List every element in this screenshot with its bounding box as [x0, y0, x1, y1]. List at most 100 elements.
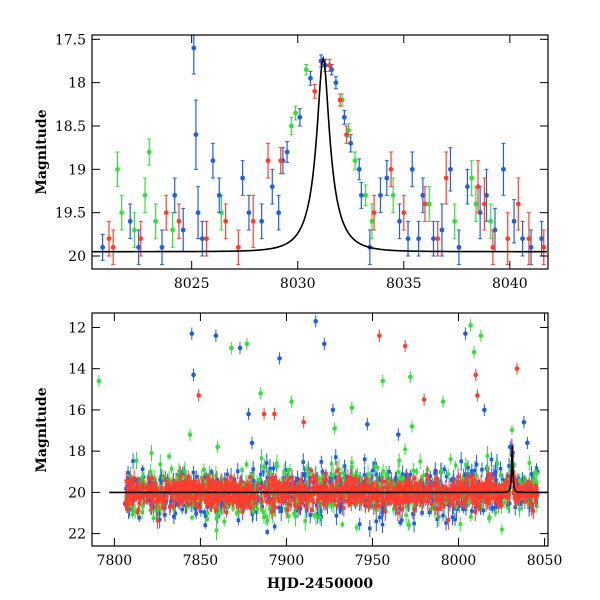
data-point [197, 496, 201, 501]
data-point [341, 495, 346, 500]
data-point [180, 484, 184, 489]
data-point [414, 492, 419, 497]
data-point [282, 470, 286, 474]
data-point [332, 502, 336, 507]
data-point [218, 210, 224, 216]
data-point [135, 482, 140, 487]
data-point [452, 218, 458, 224]
data-point [161, 504, 166, 508]
data-point [185, 500, 189, 504]
outlier-point [395, 432, 401, 437]
data-point [371, 468, 375, 473]
data-point [261, 469, 266, 474]
data-point [470, 469, 474, 473]
data-point [263, 489, 268, 494]
data-point [317, 476, 321, 481]
data-point [127, 480, 132, 484]
data-point [291, 485, 296, 490]
data-point [357, 522, 362, 526]
data-point [501, 478, 505, 482]
data-point [304, 493, 309, 498]
data-point [426, 477, 431, 481]
data-point [250, 493, 255, 497]
data-point [299, 477, 303, 482]
outlier-point [525, 440, 530, 446]
data-point [260, 485, 265, 489]
data-point [342, 464, 347, 468]
data-point [295, 499, 299, 503]
y-tick-label: 22 [68, 527, 86, 543]
data-point [396, 483, 400, 488]
data-point [250, 475, 254, 480]
data-point [290, 475, 294, 480]
data-point [265, 530, 270, 534]
data-point [399, 499, 403, 504]
data-point [430, 488, 434, 493]
data-point [270, 509, 274, 514]
data-point [541, 244, 547, 250]
data-point [432, 481, 437, 485]
data-point [315, 489, 319, 493]
data-point [329, 67, 335, 73]
data-point [309, 488, 313, 493]
data-point [207, 473, 212, 478]
data-point [244, 462, 249, 467]
data-point [203, 514, 208, 518]
data-point [133, 478, 138, 482]
data-point [418, 459, 423, 464]
data-point [336, 498, 341, 503]
data-point [452, 477, 456, 482]
data-point [192, 495, 196, 500]
data-point [475, 492, 479, 496]
data-point [271, 480, 275, 485]
data-point [205, 517, 210, 521]
data-point [151, 516, 156, 520]
data-point [433, 471, 437, 476]
data-point [435, 492, 440, 496]
data-point [535, 492, 540, 497]
data-point [149, 504, 153, 508]
data-point [235, 511, 239, 515]
data-point [140, 510, 144, 515]
data-point [201, 485, 206, 489]
x-tick-label: 7800 [97, 553, 133, 569]
data-point [456, 244, 462, 250]
data-point [357, 488, 361, 492]
data-point [297, 494, 302, 499]
outlier-point [301, 419, 306, 425]
data-point [290, 480, 295, 484]
data-point [275, 464, 279, 469]
data-point [404, 496, 409, 500]
data-point [228, 489, 232, 493]
data-point [115, 166, 120, 172]
data-point [312, 513, 317, 517]
data-point [458, 522, 463, 526]
data-point [259, 456, 264, 460]
outlier-point [402, 343, 408, 349]
data-point [154, 499, 159, 504]
outlier-point [189, 331, 195, 336]
data-point [276, 497, 281, 501]
data-point [374, 493, 378, 498]
data-point [131, 459, 135, 463]
data-point [222, 504, 226, 509]
data-point [401, 476, 405, 480]
data-point [388, 166, 394, 172]
data-point [149, 451, 154, 455]
data-point [328, 494, 333, 499]
data-point [376, 493, 380, 498]
data-point [528, 494, 533, 498]
data-point [341, 114, 347, 120]
data-point [505, 479, 509, 483]
data-point [407, 523, 411, 527]
outlier-point [313, 318, 318, 324]
data-point [474, 473, 479, 478]
y-tick-label: 20 [68, 249, 86, 265]
data-point [488, 218, 494, 224]
data-point [462, 482, 467, 487]
data-point [245, 499, 249, 503]
data-point [315, 512, 320, 516]
outlier-point [196, 393, 201, 398]
data-point [529, 504, 534, 508]
data-point [352, 501, 356, 505]
